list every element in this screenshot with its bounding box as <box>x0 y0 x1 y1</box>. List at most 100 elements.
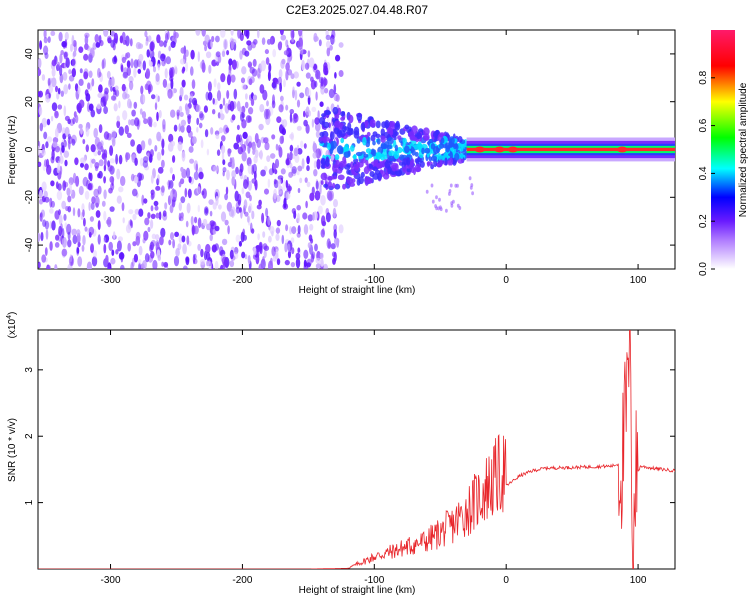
heatmap-cell <box>137 259 142 265</box>
heatmap-cell <box>294 89 298 101</box>
heatmap-cell <box>216 90 222 102</box>
heatmap-cell <box>80 162 84 168</box>
heatmap-cell <box>137 68 142 74</box>
heatmap-cell <box>297 165 303 172</box>
heatmap-cell <box>363 166 370 175</box>
heatmap-cell <box>90 202 95 211</box>
heatmap-cell <box>308 57 315 68</box>
heatmap-cell <box>98 34 102 44</box>
heatmap-cell <box>458 206 462 210</box>
heatmap-cell <box>297 212 300 224</box>
heatmap-cell <box>97 141 103 150</box>
heatmap-cell <box>263 137 269 144</box>
heatmap-cell <box>55 85 58 93</box>
heatmap-cell <box>66 223 72 235</box>
heatmap-cell <box>367 177 373 184</box>
heatmap-cell <box>233 88 238 100</box>
heatmap-cell <box>51 102 58 112</box>
heatmap-cell <box>321 215 326 226</box>
y-tick-label: 40 <box>24 48 35 60</box>
heatmap-cell <box>238 134 242 143</box>
heatmap-cell <box>125 152 131 161</box>
heatmap-cell <box>93 188 99 198</box>
heatmap-cell <box>199 111 204 119</box>
heatmap-cell <box>293 71 300 79</box>
heatmap-cell <box>121 202 125 212</box>
heatmap-cell <box>227 225 230 235</box>
heatmap-cell <box>84 163 89 171</box>
heatmap-cell <box>196 126 199 133</box>
heatmap-cell <box>154 205 159 211</box>
heatmap-cell <box>112 231 116 240</box>
heatmap-cell <box>200 248 204 258</box>
heatmap-cell <box>283 79 286 88</box>
heatmap-cell <box>242 84 248 90</box>
heatmap-cell <box>308 234 313 242</box>
heatmap-cell <box>262 231 266 238</box>
heatmap-cell <box>125 52 128 60</box>
heatmap-cell <box>157 174 160 185</box>
heatmap-cell <box>39 212 43 218</box>
heatmap-cell <box>285 69 289 81</box>
heatmap-cell <box>71 34 75 46</box>
heatmap-cell <box>145 68 151 79</box>
heatmap-cell <box>261 37 266 45</box>
heatmap-cell <box>98 124 103 134</box>
heatmap-cell <box>107 262 112 269</box>
x-tick-label: 0 <box>503 275 509 286</box>
heatmap-cell <box>312 141 316 149</box>
heatmap-cell <box>346 169 351 175</box>
heatmap-cell <box>111 131 118 139</box>
heatmap-cell <box>208 199 214 206</box>
heatmap-cell <box>260 60 267 72</box>
heatmap-cell <box>330 243 336 250</box>
heatmap-cell <box>45 141 49 149</box>
heatmap-cell <box>220 108 223 117</box>
heatmap-cell <box>94 162 100 169</box>
heatmap-cell <box>88 201 91 211</box>
heatmap-cell <box>265 115 271 126</box>
heatmap-cell <box>335 94 340 102</box>
heatmap-cell <box>251 210 255 220</box>
heatmap-cell <box>172 155 176 163</box>
heatmap-cell <box>190 66 194 76</box>
heatmap-cell <box>242 131 248 139</box>
heatmap-cell <box>41 254 47 263</box>
heatmap-cell <box>346 163 352 168</box>
heatmap-cell <box>271 230 274 237</box>
heatmap-cell <box>118 252 125 260</box>
heatmap-cell <box>127 98 132 109</box>
heatmap-cell <box>91 78 95 87</box>
y-tick-label: 20 <box>24 96 35 108</box>
heatmap-cell <box>243 179 249 190</box>
heatmap-cell <box>97 150 102 156</box>
heatmap-cell <box>161 148 165 156</box>
heatmap-cell <box>147 152 150 158</box>
heatmap-cell <box>292 86 295 95</box>
heatmap-cell <box>146 49 150 58</box>
heatmap-cell <box>278 69 283 79</box>
heatmap-cell <box>309 223 314 231</box>
heatmap-cell <box>69 189 73 195</box>
heatmap-cell <box>77 256 83 267</box>
heatmap-cell <box>133 253 138 263</box>
heatmap-cell <box>181 151 186 162</box>
heatmap-cell <box>74 157 79 166</box>
heatmap-cell <box>402 166 407 173</box>
heatmap-cell <box>205 91 210 101</box>
heatmap-cell <box>238 168 243 177</box>
heatmap-cell <box>84 43 89 50</box>
spectrogram-x-label: Height of straight line (km) <box>299 285 416 296</box>
heatmap-cell <box>97 173 101 179</box>
heatmap-cell <box>170 41 176 48</box>
heatmap-cell <box>315 91 318 101</box>
heatmap-cell <box>178 233 183 244</box>
heatmap-cell <box>100 96 106 107</box>
heatmap-cell <box>161 159 165 169</box>
heatmap-cell <box>54 110 59 117</box>
heatmap-cell <box>302 212 308 220</box>
heatmap-cell <box>38 161 42 167</box>
heatmap-cell <box>301 59 305 71</box>
heatmap-cell <box>291 226 297 235</box>
heatmap-cell <box>135 231 141 241</box>
